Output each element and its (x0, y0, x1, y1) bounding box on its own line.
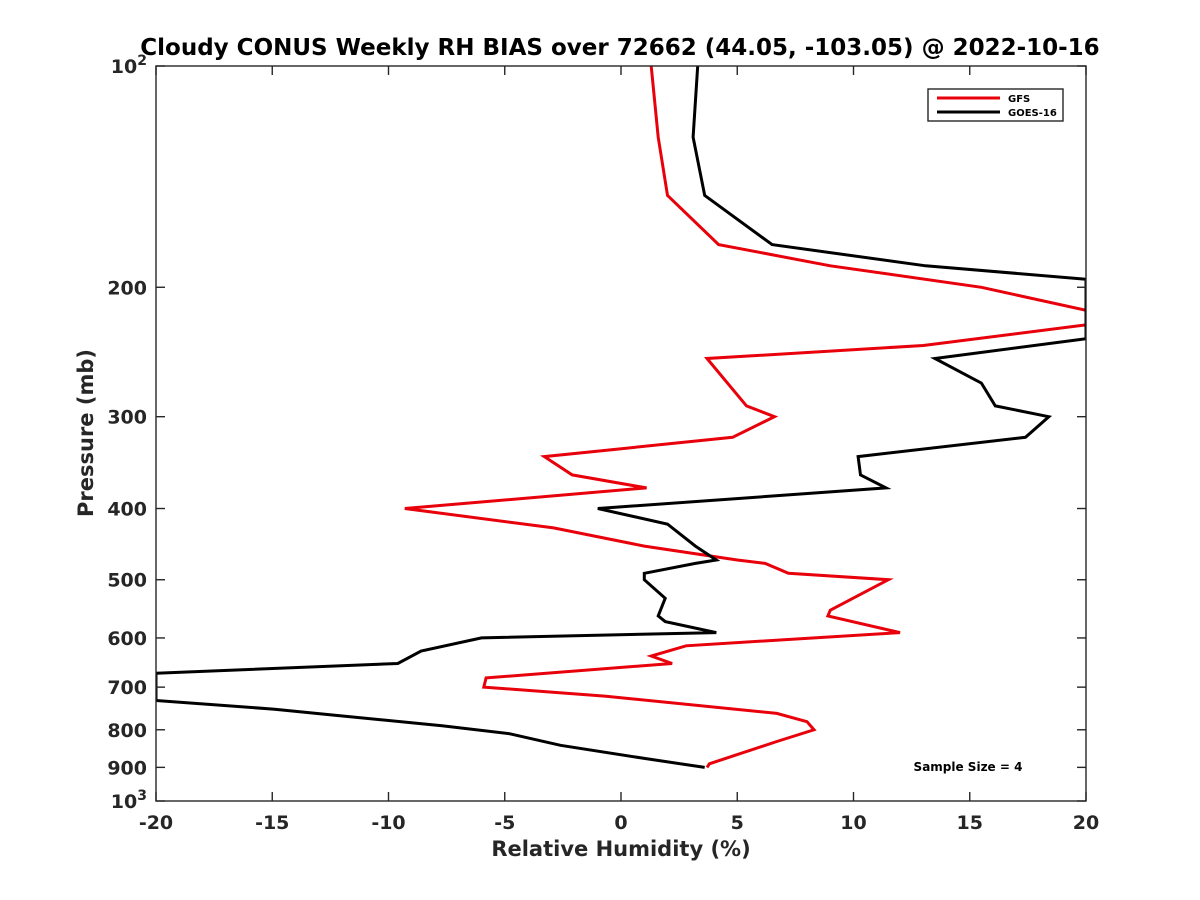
x-tick-label: 0 (614, 812, 627, 834)
y-tick-label: 900 (107, 757, 147, 779)
chart-title: Cloudy CONUS Weekly RH BIAS over 72662 (… (140, 35, 1099, 61)
series-line-gfs (404, 66, 1086, 769)
y-tick-label: 600 (107, 628, 147, 650)
y-tick-label: 400 (107, 499, 147, 521)
legend: GFS GOES-16 (927, 88, 1064, 122)
x-tick-label: -20 (139, 812, 173, 834)
legend-label: GOES-16 (1008, 108, 1057, 119)
x-axis-ticks: -20 -15 -10 -5 0 5 10 15 20 (139, 66, 1099, 834)
y-tick-label: 700 (107, 677, 147, 699)
y-tick-label: 102 (111, 53, 147, 78)
x-axis-label: Relative Humidity (%) (491, 837, 750, 861)
x-tick-label: -10 (371, 812, 405, 834)
x-tick-label: 15 (957, 812, 983, 834)
series-line-goes-16 (156, 66, 1086, 769)
y-tick-label: 103 (111, 788, 147, 813)
y-axis-ticks: 102 200 300 400 500 600 700 800 900 103 (107, 53, 1086, 813)
y-tick-label: 300 (107, 407, 147, 429)
y-tick-label: 800 (107, 720, 147, 742)
x-tick-label: 5 (731, 812, 744, 834)
plot-lines (156, 66, 1086, 769)
sample-size-annotation: Sample Size = 4 (914, 760, 1023, 774)
x-tick-label: 20 (1073, 812, 1099, 834)
y-tick-label: 500 (107, 570, 147, 592)
y-tick-label: 200 (107, 277, 147, 299)
x-tick-label: -15 (255, 812, 289, 834)
y-axis-label: Pressure (mb) (74, 349, 98, 517)
plot-frame (155, 65, 1087, 802)
legend-label: GFS (1008, 94, 1030, 105)
x-tick-label: 10 (840, 812, 866, 834)
x-tick-label: -5 (494, 812, 515, 834)
legend-box (927, 88, 1064, 122)
